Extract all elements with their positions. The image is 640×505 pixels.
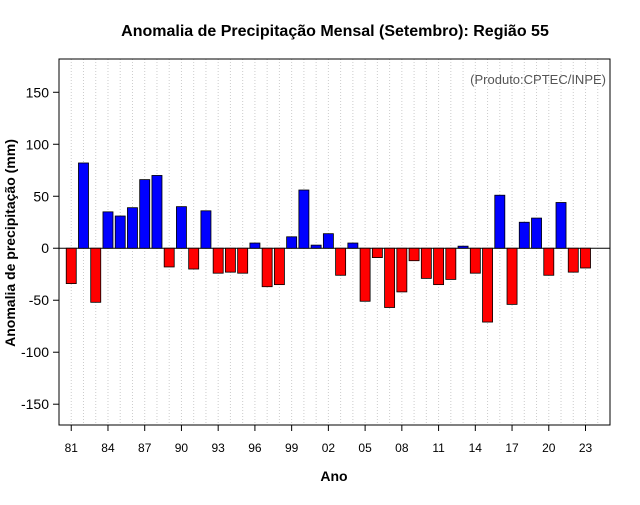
y-tick-label: -100: [21, 344, 49, 360]
bar: [506, 247, 518, 305]
x-tick-label: 08: [395, 441, 409, 455]
x-axis: 81 84 87 90 93 96 99 02 05 08 11 14 17 20 23: [65, 425, 593, 455]
y-tick-label: 0: [41, 240, 49, 256]
x-tick-label: 02: [322, 441, 336, 455]
bar: [322, 233, 334, 249]
x-tick-label: 93: [211, 441, 225, 455]
y-tick-label: -50: [29, 292, 49, 308]
x-tick-label: 20: [542, 441, 556, 455]
bar: [237, 247, 249, 274]
bar: [543, 247, 555, 276]
y-tick-label: 100: [26, 136, 50, 152]
bar: [433, 247, 444, 286]
chart-title: Anomalia de Precipitação Mensal (Setembr…: [121, 23, 549, 40]
x-tick-label: 05: [358, 441, 372, 455]
bar: [457, 245, 469, 249]
bar: [273, 247, 285, 286]
bar: [298, 189, 310, 249]
bars-group: [65, 162, 591, 323]
plot-frame: [58, 58, 611, 426]
bar: [494, 194, 506, 249]
bar: [445, 247, 457, 280]
bar: [225, 247, 236, 273]
x-tick-label: 23: [579, 441, 593, 455]
bar: [176, 206, 187, 249]
bar: [249, 242, 261, 249]
bar: [127, 207, 138, 249]
bar: [261, 247, 273, 288]
bar: [469, 247, 481, 274]
x-tick-label: 90: [175, 441, 189, 455]
bar: [310, 244, 322, 249]
y-axis-label: Anomalia de precipitação (mm): [2, 139, 18, 347]
x-tick-label: 17: [505, 441, 519, 455]
bar: [188, 247, 200, 270]
bar: [163, 247, 175, 268]
bar: [139, 179, 151, 249]
x-tick-label: 11: [432, 441, 445, 455]
bar: [580, 247, 591, 269]
bar: [151, 175, 163, 249]
bar: [78, 162, 89, 249]
x-tick-label: 99: [285, 441, 299, 455]
x-tick-label: 87: [138, 441, 152, 455]
bar: [286, 236, 298, 249]
x-tick-label: 14: [469, 441, 483, 455]
bar: [371, 247, 383, 258]
bar: [420, 247, 432, 279]
bar: [482, 247, 493, 323]
bar: [102, 211, 114, 249]
bar: [335, 247, 347, 276]
bar: [114, 215, 126, 249]
bar: [396, 247, 408, 293]
bar: [518, 221, 530, 249]
x-tick-label: 84: [101, 441, 115, 455]
x-axis-label: Ano: [320, 468, 347, 484]
bar: [347, 242, 359, 249]
bar: [384, 247, 396, 308]
bar: [90, 247, 102, 303]
x-tick-label: 81: [65, 441, 79, 455]
y-tick-label: 150: [26, 84, 50, 100]
bar: [200, 210, 212, 249]
chart-annotation: (Produto:CPTEC/INPE): [470, 72, 606, 87]
y-axis: -150 -100 -50 0 50 100 150: [21, 84, 59, 412]
y-tick-label: 50: [33, 188, 49, 204]
bar: [212, 247, 224, 274]
bar: [567, 247, 579, 273]
bar: [555, 202, 567, 249]
vertical-gridlines: [70, 59, 599, 425]
y-tick-label: -150: [21, 396, 49, 412]
bar: [65, 247, 77, 284]
bar: [359, 247, 371, 302]
bar: [408, 247, 420, 262]
x-tick-label: 96: [248, 441, 262, 455]
bar: [531, 217, 542, 249]
